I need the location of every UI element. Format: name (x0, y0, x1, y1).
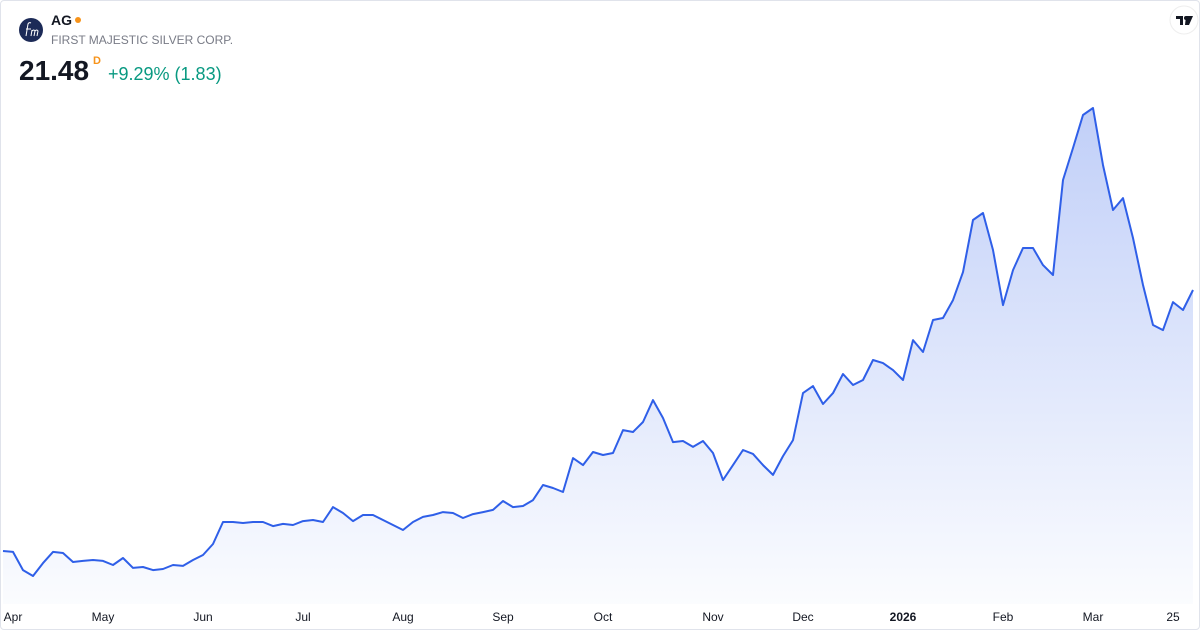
x-tick-label: May (92, 610, 115, 624)
x-tick-label: Apr (4, 610, 23, 624)
tradingview-logo[interactable] (1169, 5, 1199, 35)
x-tick-label: Dec (792, 610, 813, 624)
x-tick-label: Oct (594, 610, 613, 624)
status-dot (75, 17, 81, 23)
x-tick-label: Sep (492, 610, 514, 624)
price-line (2, 107, 1194, 577)
symbol: AG (51, 12, 72, 28)
company-name: FIRST MAJESTIC SILVER CORP. (51, 33, 234, 47)
price: 21.48 (19, 55, 90, 86)
x-tick-label: Jul (295, 610, 310, 624)
area-fill (3, 108, 1193, 604)
x-tick-label: Mar (1083, 610, 1104, 624)
x-tick-label: Feb (993, 610, 1014, 624)
company-logo (19, 18, 43, 42)
x-tick-label: 25 (1166, 610, 1180, 624)
x-tick-label: 2026 (890, 610, 917, 624)
x-tick-label: Aug (392, 610, 413, 624)
interval: D (93, 55, 101, 67)
x-tick-label: Jun (193, 610, 212, 624)
x-tick-label: Nov (702, 610, 723, 624)
price-change: +9.29% (1.83) (108, 64, 222, 84)
